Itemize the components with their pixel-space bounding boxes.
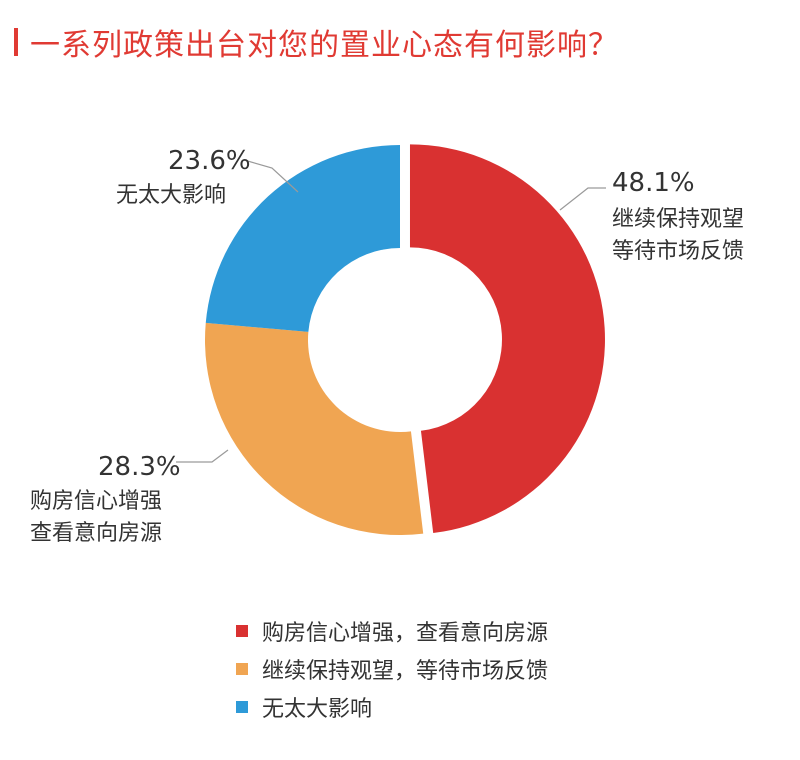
callout-text-slice-0-line-2: 等待市场反馈: [612, 239, 745, 264]
callout-text-slice-2-line-1: 无太大影响: [116, 183, 227, 208]
callout-text-slice-1-line-2: 查看意向房源: [30, 521, 163, 546]
donut-slice-2: [205, 145, 400, 332]
donut-slice-1: [205, 322, 424, 535]
leader-line-1: [176, 449, 229, 463]
chart-title: 一系列政策出台对您的置业心态有何影响？: [30, 28, 619, 63]
callout-text-slice-0-line-1: 继续保持观望: [612, 207, 745, 232]
legend-item-0: 购房信心增强，查看意向房源: [236, 612, 548, 650]
legend: 购房信心增强，查看意向房源 继续保持观望，等待市场反馈 无太大影响: [236, 612, 548, 726]
donut-chart: [176, 144, 606, 535]
callout-pct-slice-0: 48.1%: [612, 168, 695, 198]
legend-item-1: 继续保持观望，等待市场反馈: [236, 650, 548, 688]
legend-label-1: 继续保持观望，等待市场反馈: [262, 659, 549, 684]
legend-label-0: 购房信心增强，查看意向房源: [262, 621, 549, 646]
callout-text-slice-1-line-1: 购房信心增强: [30, 489, 163, 514]
donut-slice-0: [409, 144, 605, 534]
legend-swatch-0: [236, 625, 248, 637]
callout-pct-slice-2: 23.6%: [168, 146, 251, 176]
title-accent-bar: [14, 28, 18, 56]
leader-line-0: [559, 187, 606, 211]
legend-swatch-2: [236, 701, 248, 713]
callout-pct-slice-1: 28.3%: [98, 452, 181, 482]
legend-item-2: 无太大影响: [236, 688, 548, 726]
legend-swatch-1: [236, 663, 248, 675]
legend-label-2: 无太大影响: [262, 697, 373, 722]
leader-line-2: [243, 159, 299, 193]
title-bar: 一系列政策出台对您的置业心态有何影响？: [14, 20, 619, 64]
